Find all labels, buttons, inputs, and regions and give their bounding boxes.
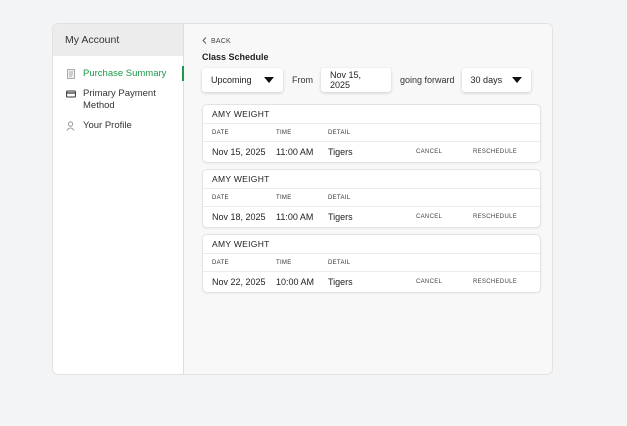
account-card: My Account Purchase Summary Primary Paym…: [52, 23, 553, 375]
caret-down-icon: [511, 76, 522, 83]
status-select-value: Upcoming: [211, 74, 252, 85]
sidebar: My Account Purchase Summary Primary Paym…: [53, 24, 184, 374]
schedule-filters: Upcoming From Nov 15, 2025 going forward…: [202, 67, 542, 92]
from-label: From: [292, 74, 313, 85]
header-time: TIME: [276, 194, 292, 201]
table-row: Nov 15, 2025 11:00 AM Tigers CANCEL RESC…: [203, 142, 540, 162]
table-row: Nov 22, 2025 10:00 AM Tigers CANCEL RESC…: [203, 272, 540, 292]
cancel-button[interactable]: CANCEL: [416, 214, 443, 220]
reschedule-button[interactable]: RESCHEDULE: [473, 149, 518, 155]
header-detail: DETAIL: [328, 194, 351, 201]
class-detail: Tigers: [328, 147, 353, 157]
range-select[interactable]: 30 days: [461, 67, 531, 92]
sidebar-item-purchase-summary[interactable]: Purchase Summary: [53, 64, 184, 84]
header-detail: DETAIL: [328, 129, 351, 136]
sidebar-item-label: Primary Payment Method: [83, 88, 156, 111]
receipt-icon: [65, 68, 76, 80]
back-link[interactable]: BACK: [202, 36, 542, 46]
from-date-value: Nov 15, 2025: [330, 69, 362, 90]
schedule-card: AMY WEIGHT DATE TIME DETAIL Nov 15, 2025…: [202, 104, 541, 163]
header-date: DATE: [212, 259, 229, 266]
class-time: 11:00 AM: [276, 147, 314, 157]
column-headers: DATE TIME DETAIL: [203, 189, 540, 207]
going-forward-label: going forward: [400, 74, 455, 85]
class-date: Nov 18, 2025: [212, 212, 266, 222]
main-content: BACK Class Schedule Upcoming From Nov 15…: [202, 36, 542, 293]
class-time: 10:00 AM: [276, 277, 315, 287]
status-select[interactable]: Upcoming: [202, 67, 283, 92]
cancel-button[interactable]: CANCEL: [416, 149, 443, 155]
instructor-name: AMY WEIGHT: [203, 235, 540, 254]
sidebar-nav: Purchase Summary Primary Payment Method …: [53, 56, 184, 136]
schedule-card: AMY WEIGHT DATE TIME DETAIL Nov 18, 2025…: [202, 169, 541, 228]
column-headers: DATE TIME DETAIL: [203, 124, 540, 142]
reschedule-button[interactable]: RESCHEDULE: [473, 214, 518, 220]
table-row: Nov 18, 2025 11:00 AM Tigers CANCEL RESC…: [203, 207, 540, 227]
class-detail: Tigers: [328, 212, 353, 222]
instructor-name: AMY WEIGHT: [203, 105, 540, 124]
chevron-left-icon: [202, 36, 207, 46]
back-label: BACK: [211, 37, 231, 45]
sidebar-title: My Account: [53, 24, 183, 56]
user-icon: [65, 120, 76, 132]
header-date: DATE: [212, 129, 229, 136]
caret-down-icon: [264, 76, 274, 83]
reschedule-button[interactable]: RESCHEDULE: [473, 279, 518, 285]
sidebar-item-primary-payment-method[interactable]: Primary Payment Method: [53, 84, 183, 116]
header-detail: DETAIL: [328, 259, 351, 266]
page-title: Class Schedule: [202, 52, 269, 62]
class-date: Nov 15, 2025: [212, 147, 266, 157]
sidebar-item-your-profile[interactable]: Your Profile: [53, 116, 183, 136]
class-detail: Tigers: [328, 277, 353, 287]
header-time: TIME: [276, 259, 292, 266]
credit-card-icon: [65, 88, 76, 100]
cancel-button[interactable]: CANCEL: [416, 279, 443, 285]
range-select-value: 30 days: [470, 74, 503, 85]
class-date: Nov 22, 2025: [212, 277, 266, 287]
sidebar-item-label: Purchase Summary: [83, 68, 167, 79]
column-headers: DATE TIME DETAIL: [203, 254, 540, 272]
instructor-name: AMY WEIGHT: [203, 170, 540, 189]
from-date-input[interactable]: Nov 15, 2025: [321, 67, 391, 92]
sidebar-item-label: Your Profile: [83, 120, 132, 131]
schedule-card: AMY WEIGHT DATE TIME DETAIL Nov 22, 2025…: [202, 234, 541, 293]
class-time: 11:00 AM: [276, 212, 314, 222]
header-date: DATE: [212, 194, 229, 201]
header-time: TIME: [276, 129, 292, 136]
